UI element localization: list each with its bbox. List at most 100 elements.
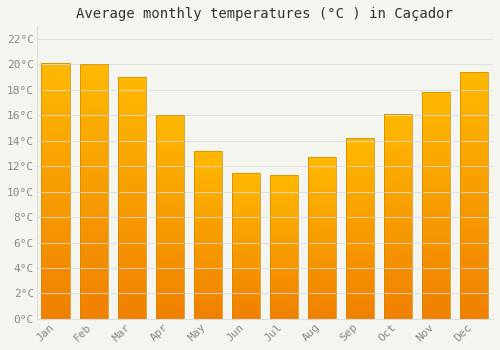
Bar	[346, 153, 374, 154]
Bar	[384, 208, 412, 210]
Bar	[156, 162, 184, 164]
Bar	[422, 317, 450, 319]
Bar	[42, 311, 70, 314]
Bar	[460, 72, 488, 75]
Bar	[232, 254, 260, 256]
Bar	[42, 301, 70, 303]
Bar	[80, 237, 108, 240]
Bar	[156, 266, 184, 268]
Bar	[80, 207, 108, 210]
Bar	[118, 77, 146, 79]
Bar	[156, 290, 184, 293]
Bar	[194, 213, 222, 215]
Bar	[194, 230, 222, 232]
Bar	[460, 163, 488, 166]
Bar	[194, 241, 222, 243]
Bar	[460, 237, 488, 240]
Bar	[422, 122, 450, 124]
Bar	[232, 268, 260, 269]
Bar	[80, 273, 108, 276]
Bar	[80, 75, 108, 77]
Bar	[422, 203, 450, 206]
Bar	[346, 288, 374, 290]
Bar	[118, 292, 146, 295]
Bar	[422, 242, 450, 244]
Bar	[232, 178, 260, 180]
Bar	[80, 243, 108, 245]
Bar	[384, 114, 412, 116]
Bar	[118, 201, 146, 203]
Bar	[118, 258, 146, 261]
Bar	[422, 296, 450, 299]
Bar	[460, 213, 488, 215]
Bar	[460, 208, 488, 210]
Bar	[308, 279, 336, 280]
Bar	[156, 293, 184, 294]
Bar	[156, 170, 184, 172]
Bar	[422, 169, 450, 172]
Bar	[422, 120, 450, 122]
Bar	[460, 109, 488, 112]
Bar	[422, 131, 450, 133]
Bar	[422, 226, 450, 228]
Bar	[270, 225, 298, 227]
Bar	[460, 79, 488, 82]
Bar	[270, 178, 298, 180]
Bar	[232, 230, 260, 231]
Bar	[42, 273, 70, 275]
Bar	[270, 285, 298, 286]
Bar	[194, 274, 222, 275]
Bar	[384, 116, 412, 118]
Bar	[80, 70, 108, 72]
Bar	[80, 113, 108, 116]
Bar	[42, 68, 70, 71]
Bar	[384, 233, 412, 235]
Bar	[80, 95, 108, 98]
Bar	[232, 208, 260, 209]
Bar	[308, 256, 336, 258]
Bar	[422, 256, 450, 258]
Bar	[308, 271, 336, 272]
Bar	[460, 141, 488, 144]
Bar	[270, 317, 298, 319]
Bar	[270, 224, 298, 225]
Bar	[384, 253, 412, 256]
Bar	[80, 215, 108, 217]
Bar	[42, 150, 70, 153]
Bar	[42, 232, 70, 234]
Bar	[460, 161, 488, 163]
Bar	[384, 159, 412, 161]
Bar	[346, 147, 374, 149]
Bar	[270, 182, 298, 184]
Bar	[346, 193, 374, 194]
Bar	[118, 203, 146, 205]
Bar	[194, 250, 222, 252]
Bar	[308, 167, 336, 169]
Bar	[232, 252, 260, 253]
Bar	[156, 117, 184, 119]
Bar	[422, 244, 450, 246]
Bar	[232, 271, 260, 272]
Bar	[42, 194, 70, 196]
Bar	[232, 284, 260, 285]
Bar	[384, 131, 412, 133]
Bar	[270, 297, 298, 299]
Bar	[270, 299, 298, 300]
Bar	[156, 307, 184, 309]
Bar	[384, 264, 412, 266]
Bar	[118, 133, 146, 135]
Bar	[118, 297, 146, 300]
Bar	[270, 260, 298, 261]
Bar	[156, 223, 184, 225]
Bar	[384, 261, 412, 264]
Bar	[422, 138, 450, 140]
Bar	[308, 308, 336, 309]
Bar	[460, 243, 488, 245]
Bar	[118, 77, 146, 319]
Bar	[118, 280, 146, 283]
Bar	[118, 130, 146, 133]
Bar	[346, 229, 374, 230]
Bar	[232, 263, 260, 265]
Bar	[384, 245, 412, 247]
Bar	[118, 304, 146, 307]
